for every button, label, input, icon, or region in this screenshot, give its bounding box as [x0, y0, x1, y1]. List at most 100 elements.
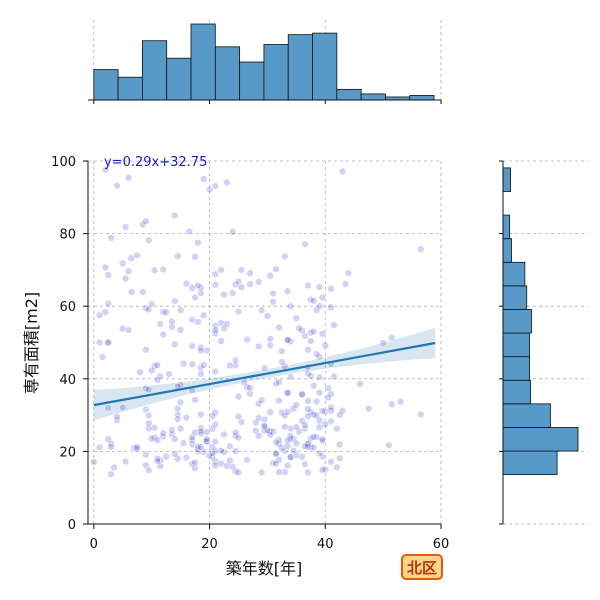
scatter-points	[90, 166, 425, 478]
scatter-point	[255, 414, 263, 422]
scatter-point	[197, 370, 205, 378]
scatter-point	[220, 430, 228, 438]
scatter-point	[237, 266, 246, 274]
scatter-point	[356, 380, 364, 388]
scatter-point	[338, 407, 347, 415]
scatter-point	[211, 326, 219, 334]
scatter-point	[304, 443, 312, 451]
scatter-point	[283, 408, 292, 416]
scatter-point	[95, 338, 104, 347]
scatter-point	[255, 432, 263, 440]
scatter-point	[220, 290, 228, 299]
regression-equation: y=0.29x+32.75	[104, 155, 207, 170]
scatter-point	[150, 433, 159, 442]
scatter-point	[333, 424, 341, 433]
scatter-point	[388, 334, 396, 342]
scatter-point	[272, 460, 280, 468]
y-hist-bar	[502, 450, 558, 476]
scatter-point	[286, 453, 295, 461]
scatter-point	[304, 281, 312, 290]
scatter-point	[263, 312, 272, 320]
scatter-point	[231, 467, 240, 476]
scatter-point	[217, 447, 225, 455]
scatter-point	[142, 304, 150, 313]
scatter-point	[417, 245, 425, 253]
scatter-point	[283, 287, 292, 295]
scatter-point	[148, 300, 156, 308]
scatter-point	[171, 297, 179, 305]
scatter-point	[124, 174, 133, 182]
scatter-point	[101, 263, 110, 272]
scatter-point	[234, 307, 243, 316]
scatter-point	[194, 447, 202, 456]
scatter-point	[324, 384, 332, 392]
scatter-point	[298, 390, 306, 399]
scatter-point	[145, 236, 153, 244]
scatter-point	[182, 453, 191, 462]
scatter-point	[310, 327, 318, 336]
scatter-point	[113, 412, 121, 421]
scatter-point	[301, 442, 309, 450]
scatter-point	[142, 346, 150, 354]
y-hist-bar	[502, 309, 532, 334]
scatter-point	[188, 436, 196, 444]
scatter-point	[159, 330, 167, 339]
scatter-point	[327, 285, 335, 293]
scatter-point	[211, 281, 219, 289]
scatter-point	[168, 317, 176, 326]
scatter-point	[292, 439, 300, 448]
scatter-point	[275, 378, 283, 386]
scatter-point	[307, 296, 315, 304]
scatter-point	[330, 372, 338, 381]
scatter-point	[338, 167, 347, 176]
scatter-point	[272, 449, 280, 458]
scatter-point	[104, 404, 112, 412]
scatter-point	[101, 166, 110, 174]
scatter-point	[321, 341, 329, 350]
scatter-point	[202, 437, 211, 445]
scatter-point	[275, 456, 283, 464]
regression-line-group	[93, 341, 436, 407]
scatter-point	[234, 277, 243, 286]
scatter-point	[289, 447, 298, 455]
scatter-point	[301, 240, 309, 248]
scatter-point	[246, 384, 254, 392]
scatter-point	[188, 460, 196, 468]
y-hist-bar	[502, 379, 531, 405]
scatter-point	[312, 306, 321, 314]
scatter-point	[200, 361, 208, 369]
scatter-point	[298, 453, 306, 461]
scatter-point	[162, 308, 170, 317]
scatter-point	[130, 444, 138, 452]
scatter-point	[307, 337, 315, 345]
scatter-point	[275, 436, 283, 444]
scatter-point	[168, 323, 176, 331]
scatter-point	[156, 320, 164, 328]
scatter-point	[107, 470, 115, 478]
scatter-point	[318, 466, 327, 474]
scatter-point	[246, 280, 254, 288]
scatter-point	[321, 420, 329, 429]
scatter-point	[307, 372, 315, 380]
scatter-point	[153, 376, 162, 384]
scatter-point	[205, 452, 214, 460]
scatter-point	[179, 439, 188, 447]
scatter-point	[121, 223, 130, 231]
scatter-point	[226, 442, 234, 450]
scatter-point	[327, 417, 335, 425]
scatter-point	[315, 302, 324, 310]
scatter-point	[145, 424, 153, 433]
region-badge: 北区	[401, 554, 443, 580]
scatter-point	[327, 390, 335, 398]
scatter-point	[315, 449, 324, 457]
scatter-point	[234, 433, 243, 442]
y-hist-bar	[502, 427, 579, 452]
scatter-point	[312, 350, 321, 358]
scatter-point	[327, 303, 335, 311]
scatter-point	[133, 251, 141, 260]
scatter-point	[223, 462, 231, 470]
scatter-point	[182, 280, 191, 288]
scatter-point	[142, 217, 150, 225]
scatter-point	[327, 403, 335, 412]
scatter-point	[312, 398, 321, 406]
